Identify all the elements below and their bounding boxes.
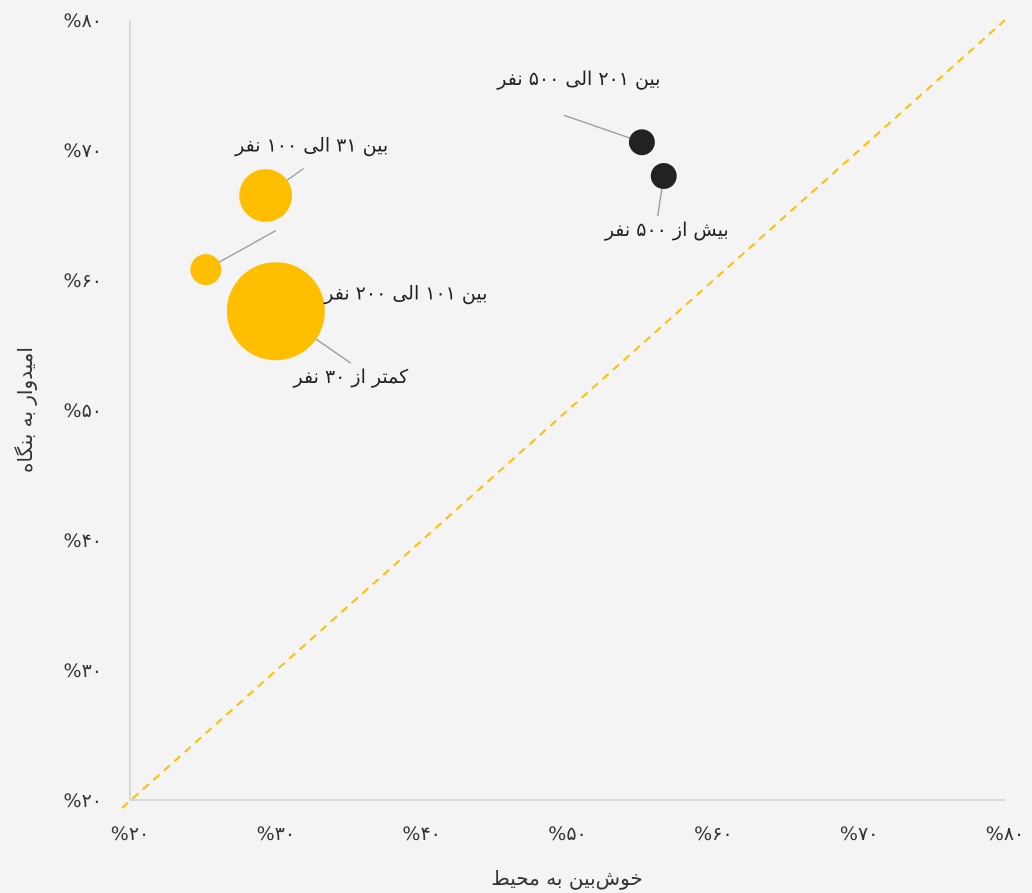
x-tick-label: %۳۰ (257, 823, 295, 845)
bubble (226, 262, 325, 361)
x-tick-label: %۴۰ (402, 823, 440, 845)
y-tick-label: %۸۰ (64, 10, 102, 32)
bubble (628, 129, 655, 156)
bubble (190, 254, 222, 286)
bubble (650, 163, 677, 189)
y-tick-label: %۳۰ (64, 660, 102, 682)
x-axis-title: خوش‌بین به محیط (491, 866, 643, 890)
y-axis-title: امیدوار به بنگاه (13, 347, 37, 473)
x-tick-label: %۵۰ (548, 823, 586, 845)
y-tick-label: %۴۰ (64, 530, 102, 552)
x-tick-label: %۶۰ (694, 823, 732, 845)
bubble-label: کمتر از ۳۰ نفر (293, 366, 410, 388)
y-tick-label: %۲۰ (64, 790, 102, 812)
x-tick-label: %۸۰ (986, 823, 1024, 845)
bubble-label: بین ۱۰۱ الی ۲۰۰ نفر (323, 283, 487, 305)
bubble-label: بین ۳۱ الی ۱۰۰ نفر (234, 135, 388, 157)
reference-diagonal-line (121, 19, 1006, 809)
y-tick-label: %۷۰ (64, 140, 102, 162)
x-tick-label: %۲۰ (111, 823, 149, 845)
bubble-label: بین ۲۰۱ الی ۵۰۰ نفر (496, 68, 660, 90)
bubble (239, 169, 293, 222)
y-tick-label: %۶۰ (64, 270, 102, 292)
bubble-label: بیش از ۵۰۰ نفر (604, 219, 729, 241)
x-tick-label: %۷۰ (840, 823, 878, 845)
leader-line (563, 114, 643, 143)
y-tick-label: %۵۰ (64, 400, 102, 422)
